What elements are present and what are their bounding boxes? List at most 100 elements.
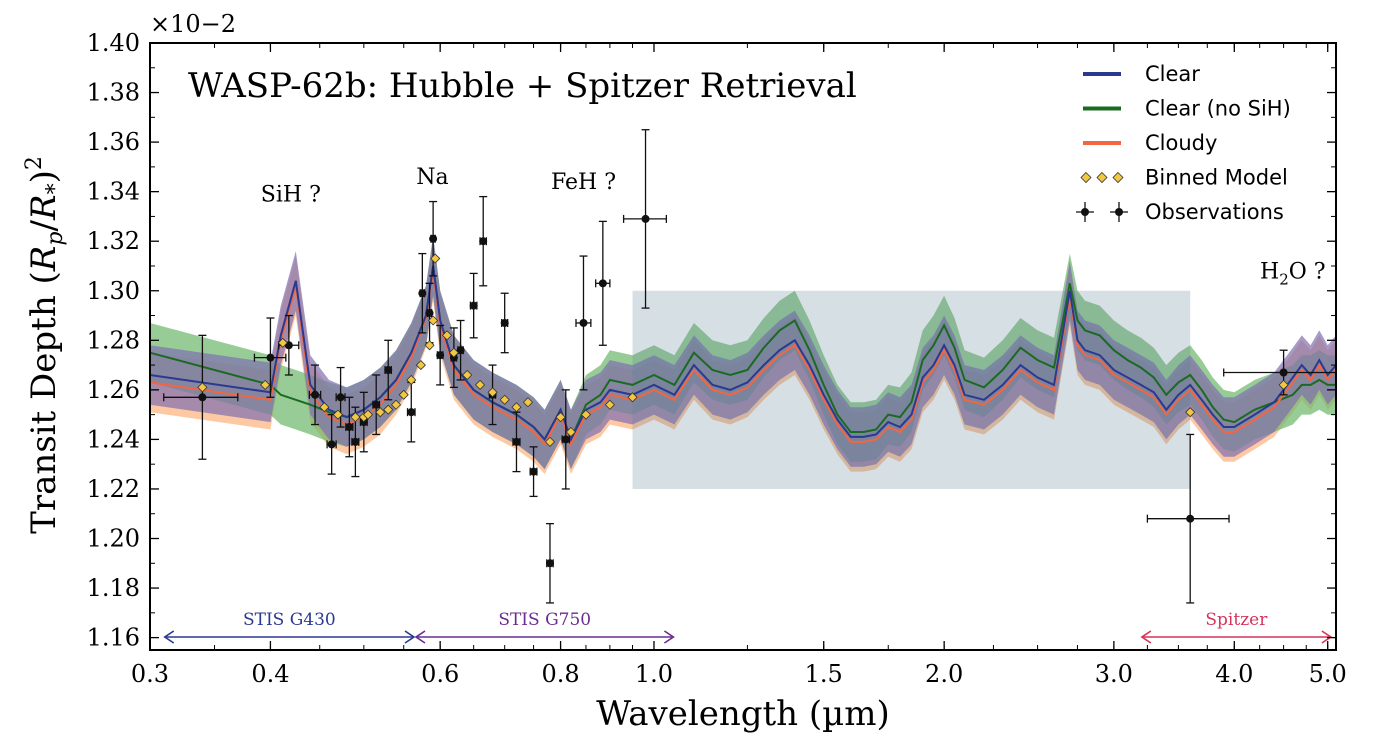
legend-swatch-diamond — [1080, 171, 1092, 184]
model-lines — [149, 265, 1337, 447]
y-axis-title-exp: 2 — [22, 156, 47, 170]
binned-model-diamond — [398, 389, 409, 400]
legend-item: Binned Model — [1080, 166, 1288, 190]
legend-label: Observations — [1145, 200, 1284, 224]
x-tick-label: 1.0 — [635, 660, 673, 688]
y-axis-title-main: Transit Depth — [24, 284, 64, 533]
binned-model-diamond — [511, 402, 522, 413]
model-uncertainty-bands — [150, 236, 1336, 489]
y-tick-label: 1.38 — [87, 79, 140, 107]
binned-model-diamond — [565, 426, 576, 438]
binned-model-diamond — [522, 397, 534, 408]
binned-model-diamond — [1278, 379, 1289, 390]
obs-marker — [327, 440, 336, 449]
observation-point — [595, 220, 611, 346]
observation-point — [429, 200, 438, 277]
x-tick-label: 0.4 — [251, 660, 289, 688]
binned-model-diamond — [415, 360, 426, 371]
binned-model-diamond — [383, 404, 394, 415]
annotation: SiH ? — [261, 183, 321, 208]
observation-point — [469, 272, 478, 339]
obs-marker — [469, 301, 478, 310]
obs-marker — [641, 214, 650, 223]
y-axis-title-rs: R — [24, 194, 64, 221]
obs-marker — [500, 318, 509, 327]
observation-point — [425, 282, 434, 344]
binned-model-diamond — [448, 347, 459, 358]
x-tick-label: 5.0 — [1309, 660, 1347, 688]
binned-model-diamond — [544, 436, 556, 447]
observation-point — [436, 324, 445, 386]
instrument-stis-g750: STIS G750 — [414, 610, 675, 644]
binned-model-diamond — [260, 379, 271, 390]
obs-marker — [198, 393, 207, 402]
legend-label: Binned Model — [1145, 166, 1288, 190]
binned-model-diamond — [499, 394, 510, 405]
observation-point — [500, 292, 509, 354]
instrument-label: STIS G750 — [498, 610, 591, 630]
instrument-arrow-right — [404, 630, 416, 644]
band-clear-no-sih- — [150, 236, 1336, 470]
legend-label: Cloudy — [1145, 131, 1217, 155]
legend-swatch-diamond — [1112, 171, 1124, 184]
x-tick-label: 0.8 — [541, 660, 579, 688]
band-clear — [150, 236, 1336, 470]
observation-point — [622, 129, 668, 309]
line-clear — [149, 265, 1337, 442]
y-axis-title-rs-sub: * — [43, 183, 68, 194]
y-axis-title-open: ( — [24, 271, 64, 284]
observation-point — [253, 317, 287, 398]
y-exponent-label: ×10−2 — [150, 10, 236, 38]
chart-title: WASP-62b: Hubble + Spitzer Retrieval — [188, 66, 857, 106]
binned-model-diamond — [350, 412, 361, 423]
obs-marker — [429, 234, 438, 243]
obs-marker — [345, 423, 354, 432]
observation-point — [163, 334, 239, 460]
instrument-arrow-left — [1140, 630, 1152, 644]
observation-point — [456, 319, 465, 381]
instrument-spitzer: Spitzer — [1140, 610, 1333, 644]
y-axis-title-rp-sub: p — [43, 231, 68, 245]
obs-marker — [425, 309, 434, 318]
observation-point — [479, 195, 488, 287]
binned-model-diamond — [319, 402, 330, 413]
obs-marker — [436, 351, 445, 360]
y-tick-label: 1.30 — [87, 277, 140, 305]
y-tick-label: 1.22 — [87, 475, 140, 503]
legend-swatch-diamond — [1096, 171, 1108, 184]
observation-point — [406, 381, 416, 443]
observation-point — [335, 366, 346, 428]
obs-marker — [351, 437, 360, 446]
y-tick-label: 1.34 — [87, 178, 140, 206]
binned-model-diamond — [604, 399, 615, 410]
band-overlap-tint — [632, 290, 1191, 489]
obs-marker — [512, 437, 521, 446]
binned-model-diamond — [1185, 407, 1196, 418]
instrument-ranges: STIS G430 STIS G750 Spitzer — [163, 610, 1333, 644]
annotation-base: H — [1260, 259, 1279, 284]
annotations: SiH ? Na FeH ? H2O ? — [261, 165, 1326, 288]
obs-marker — [529, 467, 538, 476]
legend: Clear Clear (no SiH) Cloudy Binned Model Obs… — [1076, 62, 1291, 224]
obs-marker — [418, 289, 427, 298]
legend-label: Clear — [1145, 62, 1200, 86]
observation-point — [326, 413, 337, 475]
legend-item: Clear (no SiH) — [1083, 97, 1291, 121]
x-tick-label: 0.3 — [131, 660, 169, 688]
annotation-rest: O ? — [1289, 259, 1326, 284]
binned-model-diamond — [390, 399, 402, 410]
y-tick-label: 1.20 — [87, 525, 140, 553]
annotation-subscript: 2 — [1279, 270, 1289, 288]
observation-point — [512, 411, 521, 473]
obs-marker — [1279, 368, 1288, 377]
binned-model-diamond — [442, 330, 453, 341]
annotation: Na — [416, 165, 448, 190]
legend-item: Cloudy — [1083, 131, 1217, 155]
y-tick-label: 1.18 — [87, 574, 140, 602]
observation-point — [384, 339, 393, 401]
y-tick-label: 1.16 — [87, 624, 140, 652]
y-axis-title: Transit Depth (Rp/R*)2 — [22, 156, 68, 534]
observation-point — [308, 364, 322, 426]
instrument-label: STIS G430 — [243, 610, 336, 630]
instrument-label: Spitzer — [1205, 610, 1268, 630]
